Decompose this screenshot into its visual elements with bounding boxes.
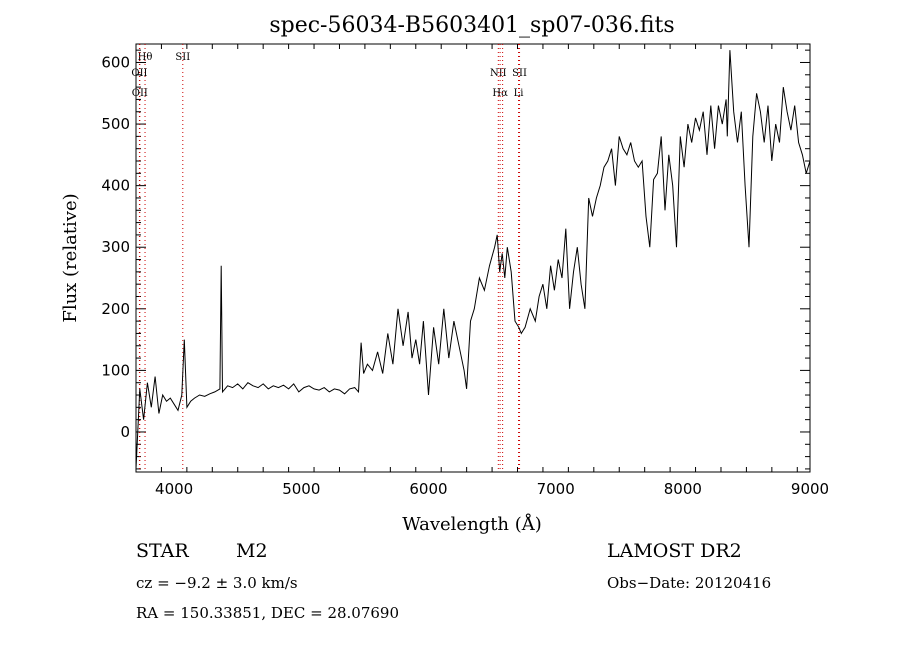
y-tick-label: 0	[120, 423, 130, 441]
obs-date: Obs−Date: 20120416	[607, 574, 772, 592]
y-tick-label: 100	[101, 361, 130, 379]
x-tick-label: 8000	[664, 480, 702, 498]
spectral-line-label: NII	[490, 68, 507, 79]
spectral-line-markers: Hθ OII OII SII NII Hα SII Li	[131, 44, 527, 472]
object-class: STAR	[136, 540, 189, 562]
x-tick-label: 5000	[282, 480, 320, 498]
chart-title: spec-56034-B5603401_sp07-036.fits	[269, 13, 674, 38]
y-tick-label: 200	[101, 300, 130, 318]
spectrum-line	[135, 50, 811, 469]
plot-frame	[135, 43, 811, 473]
coordinates: RA = 150.33851, DEC = 28.07690	[136, 604, 400, 622]
axes: 4000 5000 6000 7000 8000 9000 0 100 200 300 400 500…	[101, 43, 829, 498]
y-axis-label: Flux (relative)	[60, 193, 81, 322]
x-tick-label: 9000	[791, 480, 829, 498]
spectral-line-label: SII	[512, 68, 527, 79]
x-tick-label: 7000	[537, 480, 575, 498]
spectral-line-label: SII	[175, 52, 190, 63]
redshift-cz: cz = −9.2 ± 3.0 km/s	[136, 574, 298, 592]
data-release: LAMOST DR2	[607, 540, 742, 562]
x-tick-label: 6000	[409, 480, 447, 498]
spectral-line-label: Hθ	[138, 52, 153, 63]
spectral-line-label: OII	[132, 88, 148, 99]
y-tick-label: 300	[101, 238, 130, 256]
spectral-line-label: OII	[131, 68, 147, 79]
y-tick-label: 400	[101, 177, 130, 195]
x-tick-label: 4000	[155, 480, 193, 498]
y-tick-label: 600	[101, 53, 130, 71]
spectrum-series	[135, 50, 811, 469]
subclass: M2	[236, 540, 268, 562]
spectral-line-label: Li	[514, 88, 524, 99]
x-axis-label: Wavelength (Å)	[402, 513, 542, 535]
y-tick-label: 500	[101, 115, 130, 133]
spectral-line-label: Hα	[492, 88, 508, 99]
